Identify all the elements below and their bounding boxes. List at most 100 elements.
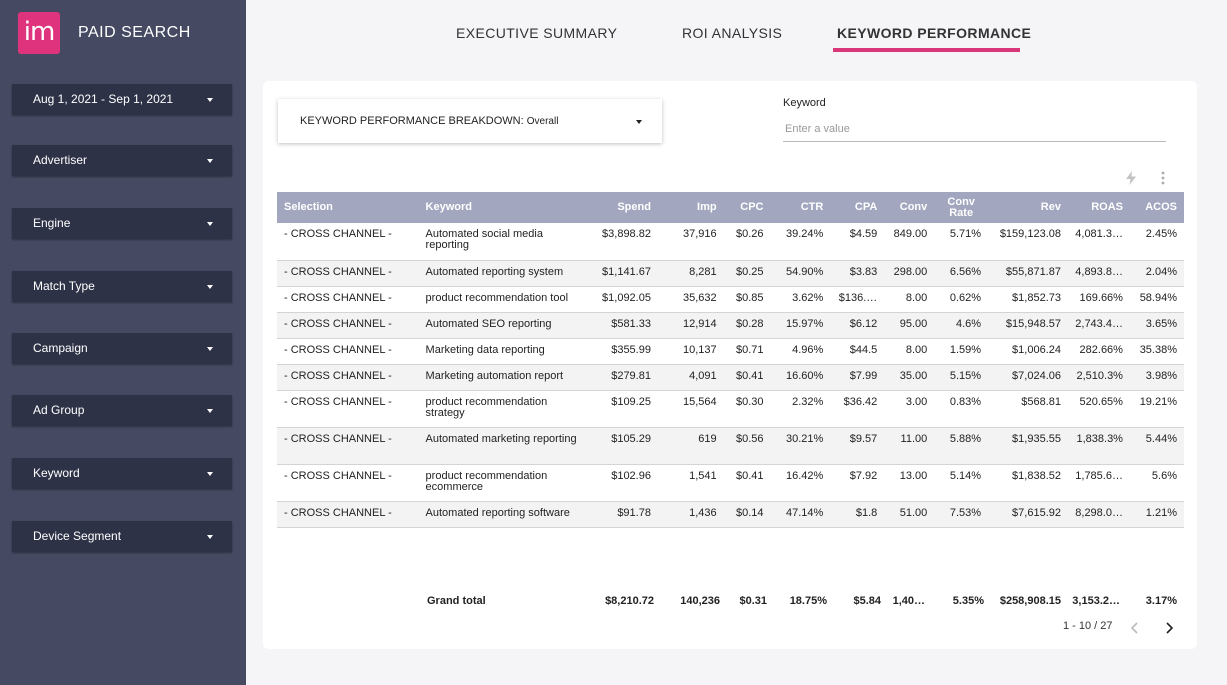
ad-group-filter[interactable]: Ad Group <box>12 395 232 426</box>
grand-total-acos: 3.17% <box>1145 595 1177 607</box>
table-cell: - CROSS CHANNEL - <box>284 343 392 356</box>
table-cell: $36.42 <box>843 395 878 408</box>
column-header[interactable]: Conv <box>899 201 928 213</box>
table-row[interactable]: - CROSS CHANNEL - Automated marketing rep… <box>277 427 1184 464</box>
grand-total-conv: 1,40… <box>892 595 925 607</box>
column-header[interactable]: Keyword <box>425 201 473 213</box>
caret-down-icon <box>207 409 213 413</box>
table-cell: 8.00 <box>905 291 928 304</box>
column-header[interactable]: CTR <box>800 201 824 213</box>
filter-label: Advertiser <box>33 153 88 167</box>
caret-down-icon <box>207 98 213 102</box>
column-header[interactable]: Rev <box>1040 201 1061 213</box>
column-header[interactable]: CPA <box>854 201 878 213</box>
table-cell: $0.85 <box>735 291 764 304</box>
table-cell: $9.57 <box>849 432 878 445</box>
table-cell: $1,852.73 <box>1012 291 1061 304</box>
table-row[interactable]: - CROSS CHANNEL - Automated reporting sys… <box>277 260 1184 286</box>
table-cell: $1,006.24 <box>1012 343 1061 356</box>
table-cell: - CROSS CHANNEL - <box>284 228 392 240</box>
grand-total-ctr: 18.75% <box>789 595 827 607</box>
table-cell: 35.00 <box>899 369 928 382</box>
caret-down-icon <box>207 159 213 163</box>
table-cell: $55,871.87 <box>1005 265 1061 278</box>
table-cell: $102.96 <box>611 469 651 482</box>
keyword-search-input[interactable] <box>783 117 1166 142</box>
table-cell: - CROSS CHANNEL - <box>284 265 392 278</box>
table-row[interactable]: - CROSS CHANNEL - product recommendation … <box>277 286 1184 312</box>
more-vert-icon[interactable] <box>1158 170 1168 186</box>
grand-total-roas: 3,153.2… <box>1072 595 1120 607</box>
column-header[interactable]: Imp <box>697 201 717 213</box>
table-cell: $1,092.05 <box>602 291 651 304</box>
table-cell: 10,137 <box>682 343 717 356</box>
table-row[interactable]: - CROSS CHANNEL - Automated social media … <box>277 223 1184 260</box>
table-cell: $7,024.06 <box>1012 369 1061 382</box>
breakdown-dropdown[interactable]: KEYWORD PERFORMANCE BREAKDOWN: Overall <box>278 99 662 143</box>
pagination-status: 1 - 10 / 27 <box>1063 620 1113 632</box>
grand-total-cpa: $5.84 <box>853 595 881 607</box>
table-row[interactable]: - CROSS CHANNEL - product recommendation … <box>277 464 1184 501</box>
table-row[interactable]: - CROSS CHANNEL - Marketing data reportin… <box>277 338 1184 364</box>
table-cell: 4,893.8… <box>1075 265 1123 278</box>
grand-total-spend: $8,210.72 <box>605 595 654 607</box>
match-type-filter[interactable]: Match Type <box>12 271 232 302</box>
table-cell: 30.21% <box>786 432 824 445</box>
column-header[interactable]: Selection <box>284 201 333 213</box>
report-card <box>263 81 1197 649</box>
table-cell: 2.32% <box>792 395 824 408</box>
caret-down-icon <box>207 535 213 539</box>
table-row[interactable]: - CROSS CHANNEL - Marketing automation re… <box>277 364 1184 390</box>
table-cell: $0.56 <box>735 432 764 445</box>
table-cell: 15,564 <box>682 395 717 408</box>
app-title: PAID SEARCH <box>78 24 191 41</box>
campaign-filter[interactable]: Campaign <box>12 333 232 364</box>
table-cell: $159,123.08 <box>999 228 1061 240</box>
filter-label: Device Segment <box>33 529 122 543</box>
table-cell: $109.25 <box>611 395 651 408</box>
grand-total-cpc: $0.31 <box>739 595 767 607</box>
table-cell: 51.00 <box>899 506 928 519</box>
tab-roi-analysis[interactable]: ROI ANALYSIS <box>682 25 783 41</box>
table-row[interactable]: - CROSS CHANNEL - Automated reporting sof… <box>277 501 1184 527</box>
column-header[interactable]: ACOS <box>1145 201 1177 213</box>
table-cell: product recommendation tool <box>425 291 569 304</box>
table-cell: $0.71 <box>735 343 764 356</box>
table-cell: product recommendation ecommerce <box>425 469 548 493</box>
tab-executive-summary[interactable]: EXECUTIVE SUMMARY <box>456 25 618 41</box>
table-cell: 5.15% <box>949 369 982 382</box>
advertiser-filter[interactable]: Advertiser <box>12 145 232 176</box>
table-cell: Marketing automation report <box>425 369 564 382</box>
chevron-left-icon[interactable] <box>1128 620 1142 636</box>
column-header[interactable]: ROAS <box>1091 201 1123 213</box>
column-header[interactable]: Spend <box>617 201 651 213</box>
table-cell: - CROSS CHANNEL - <box>284 291 392 304</box>
keyword-filter[interactable]: Keyword <box>12 458 232 489</box>
keyword-performance-table: Selection Keyword Spend Imp CPC CTR CPA … <box>277 192 1184 528</box>
table-row[interactable]: - CROSS CHANNEL - product recommendation … <box>277 390 1184 427</box>
table-cell: $15,948.57 <box>1005 317 1061 330</box>
table-cell: 4.6% <box>956 317 982 330</box>
table-cell: $136.… <box>838 291 878 304</box>
table-cell: $355.99 <box>611 343 651 356</box>
caret-down-icon <box>207 222 213 226</box>
active-tab-indicator <box>833 48 1020 52</box>
column-header[interactable]: Conv Rate <box>947 195 975 219</box>
filter-label: Keyword <box>33 466 80 480</box>
device-segment-filter[interactable]: Device Segment <box>12 521 232 552</box>
column-header[interactable]: CPC <box>740 201 764 213</box>
table-header-row: Selection Keyword Spend Imp CPC CTR CPA … <box>277 192 1184 223</box>
table-cell: 12,914 <box>682 317 717 330</box>
tab-keyword-performance[interactable]: KEYWORD PERFORMANCE <box>837 25 1032 41</box>
table-cell: 35.38% <box>1139 343 1177 356</box>
engine-filter[interactable]: Engine <box>12 208 232 239</box>
grand-total-label: Grand total <box>427 595 486 607</box>
date-range-filter[interactable]: Aug 1, 2021 - Sep 1, 2021 <box>12 84 232 115</box>
table-row[interactable]: - CROSS CHANNEL - Automated SEO reporting… <box>277 312 1184 338</box>
chevron-right-icon[interactable] <box>1162 620 1176 636</box>
app-logo: im <box>18 12 60 54</box>
filter-label: Campaign <box>33 341 88 355</box>
bolt-icon[interactable] <box>1124 170 1138 186</box>
table-cell: 13.00 <box>899 469 928 482</box>
table-cell: 5.44% <box>1145 432 1177 445</box>
